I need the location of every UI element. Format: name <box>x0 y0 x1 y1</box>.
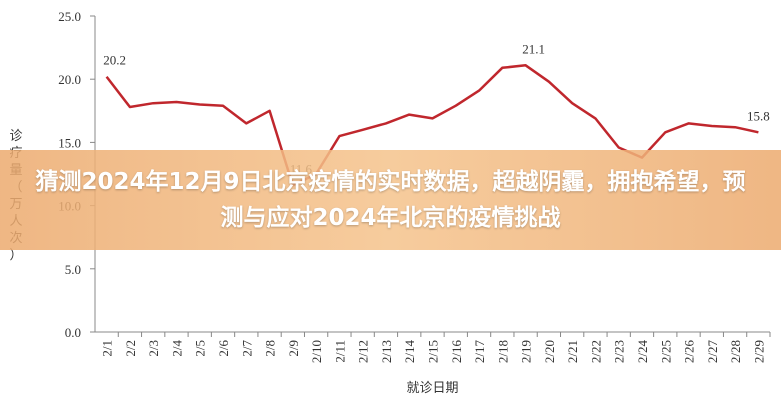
x-tick-label: 2/7 <box>239 340 254 357</box>
x-tick-label: 2/2 <box>123 340 138 357</box>
x-tick-label: 2/13 <box>379 340 394 363</box>
x-tick-label: 2/20 <box>542 340 557 363</box>
y-tick-label: 5.0 <box>65 262 81 277</box>
y-tick-label: 15.0 <box>58 135 81 150</box>
x-tick-label: 2/10 <box>309 340 324 363</box>
data-label: 20.2 <box>103 53 126 68</box>
y-tick-label: 25.0 <box>58 9 81 24</box>
x-tick-label: 2/29 <box>751 340 766 363</box>
x-tick-label: 2/4 <box>169 340 184 357</box>
x-tick-label: 2/15 <box>426 340 441 363</box>
banner: 猜测2024年12月9日北京疫情的实时数据，超越阴霾，拥抱希望，预测与应对202… <box>0 150 781 250</box>
x-axis-label: 就诊日期 <box>406 380 458 395</box>
x-tick-label: 2/1 <box>100 340 115 357</box>
x-tick-label: 2/28 <box>728 340 743 363</box>
x-tick-label: 2/18 <box>495 340 510 363</box>
y-tick-label: 20.0 <box>58 72 81 87</box>
data-line <box>105 64 759 187</box>
x-tick-label: 2/3 <box>146 340 161 357</box>
x-tick-label: 2/12 <box>356 340 371 363</box>
y-tick-label: 0.0 <box>65 325 81 340</box>
x-tick-label: 2/26 <box>682 340 697 364</box>
x-tick-label: 2/17 <box>472 340 487 364</box>
banner-title: 猜测2024年12月9日北京疫情的实时数据，超越阴霾，拥抱希望，预测与应对202… <box>35 169 746 231</box>
x-tick-label: 2/16 <box>449 340 464 364</box>
x-tick-label: 2/5 <box>193 340 208 357</box>
data-label: 21.1 <box>522 41 545 56</box>
data-label: 15.8 <box>747 108 770 123</box>
x-tick-label: 2/6 <box>216 340 231 357</box>
x-tick-label: 2/9 <box>286 340 301 357</box>
x-tick-label: 2/11 <box>332 340 347 363</box>
x-tick-label: 2/24 <box>635 340 650 364</box>
x-tick-label: 2/8 <box>263 340 278 357</box>
x-tick-label: 2/27 <box>705 340 720 364</box>
x-tick-label: 2/21 <box>565 340 580 363</box>
x-tick-label: 2/14 <box>402 340 417 364</box>
x-tick-label: 2/25 <box>658 340 673 363</box>
x-tick-label: 2/19 <box>519 340 534 363</box>
x-tick-label: 2/22 <box>588 340 603 363</box>
x-tick-label: 2/23 <box>612 340 627 363</box>
